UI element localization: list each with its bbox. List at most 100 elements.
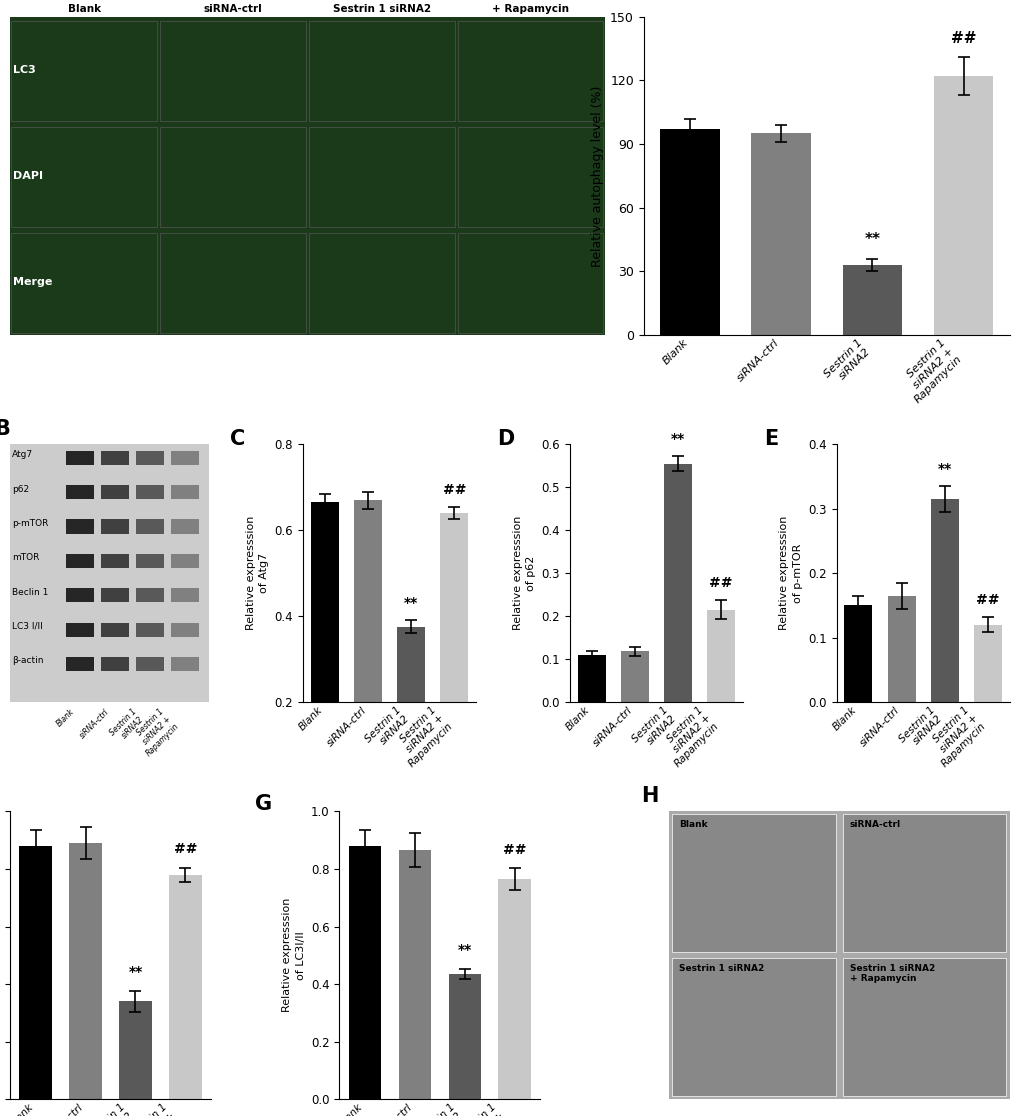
FancyBboxPatch shape <box>136 623 163 637</box>
FancyBboxPatch shape <box>170 623 199 637</box>
FancyBboxPatch shape <box>842 815 1006 952</box>
Bar <box>69 843 102 1099</box>
Text: D: D <box>496 429 514 449</box>
Bar <box>842 264 901 335</box>
Text: siRNA-ctrl: siRNA-ctrl <box>77 708 111 740</box>
Text: p-mTOR: p-mTOR <box>12 519 49 528</box>
Bar <box>396 627 425 788</box>
Bar <box>751 134 810 335</box>
Bar <box>933 76 993 335</box>
FancyBboxPatch shape <box>101 485 128 499</box>
Text: ##: ## <box>950 31 975 46</box>
Text: Sestrin 1 siRNA2
+ Rapamycin: Sestrin 1 siRNA2 + Rapamycin <box>849 964 933 983</box>
Bar <box>706 609 735 702</box>
Bar <box>19 846 52 1099</box>
Text: ##: ## <box>173 843 197 856</box>
Text: **: ** <box>671 432 685 445</box>
Text: Merge: Merge <box>13 277 53 287</box>
FancyBboxPatch shape <box>66 554 94 568</box>
Bar <box>973 625 1001 702</box>
Bar <box>663 463 691 702</box>
Text: ##: ## <box>708 576 733 590</box>
Text: Sestrin 1
siRNA2 +
Rapamycin: Sestrin 1 siRNA2 + Rapamycin <box>129 708 180 758</box>
FancyBboxPatch shape <box>170 588 199 603</box>
FancyBboxPatch shape <box>136 519 163 533</box>
FancyBboxPatch shape <box>170 485 199 499</box>
Bar <box>577 655 605 702</box>
Text: G: G <box>255 795 272 814</box>
Text: B: B <box>0 420 10 440</box>
FancyBboxPatch shape <box>101 554 128 568</box>
FancyBboxPatch shape <box>101 519 128 533</box>
FancyBboxPatch shape <box>101 623 128 637</box>
FancyBboxPatch shape <box>66 623 94 637</box>
Text: **: ** <box>128 965 143 980</box>
Text: LC3 I/II: LC3 I/II <box>12 622 43 631</box>
Y-axis label: Relative expresssion
of p62: Relative expresssion of p62 <box>513 516 535 631</box>
FancyBboxPatch shape <box>101 657 128 671</box>
Y-axis label: Relative expresssion
of p-mTOR: Relative expresssion of p-mTOR <box>779 516 802 631</box>
FancyBboxPatch shape <box>66 485 94 499</box>
Bar <box>448 974 481 1099</box>
Text: DAPI: DAPI <box>13 171 43 181</box>
Bar <box>844 605 871 702</box>
FancyBboxPatch shape <box>672 959 835 1096</box>
FancyBboxPatch shape <box>170 554 199 568</box>
Text: **: ** <box>936 462 951 475</box>
FancyBboxPatch shape <box>66 451 94 465</box>
Text: Sestrin 1 siRNA2
+ Rapamycin: Sestrin 1 siRNA2 + Rapamycin <box>481 0 580 13</box>
Text: **: ** <box>458 943 472 958</box>
Bar <box>929 499 958 702</box>
FancyBboxPatch shape <box>66 588 94 603</box>
Text: Blank: Blank <box>55 708 75 729</box>
FancyBboxPatch shape <box>136 657 163 671</box>
FancyBboxPatch shape <box>170 519 199 533</box>
FancyBboxPatch shape <box>66 657 94 671</box>
Bar <box>659 129 718 335</box>
Bar <box>169 875 202 1099</box>
Bar <box>119 1001 152 1099</box>
Bar <box>440 513 468 788</box>
FancyBboxPatch shape <box>136 451 163 465</box>
FancyBboxPatch shape <box>842 959 1006 1096</box>
Text: β-actin: β-actin <box>12 656 44 665</box>
FancyBboxPatch shape <box>170 451 199 465</box>
Y-axis label: Relative autophagy level (%): Relative autophagy level (%) <box>591 85 604 267</box>
Text: p62: p62 <box>12 484 30 493</box>
Bar <box>621 652 648 702</box>
Text: Sestrin 1
siRNA2: Sestrin 1 siRNA2 <box>108 708 146 744</box>
Text: Blank: Blank <box>68 3 101 13</box>
FancyBboxPatch shape <box>672 815 835 952</box>
FancyBboxPatch shape <box>136 554 163 568</box>
Y-axis label: Relative expresssion
of LC3I/II: Relative expresssion of LC3I/II <box>282 898 306 1012</box>
Y-axis label: Relative expresssion
of Atg7: Relative expresssion of Atg7 <box>246 516 269 631</box>
Text: mTOR: mTOR <box>12 554 40 562</box>
Bar <box>887 596 915 702</box>
FancyBboxPatch shape <box>170 657 199 671</box>
Bar <box>354 500 382 788</box>
Text: H: H <box>641 786 658 806</box>
Bar <box>398 850 431 1099</box>
Text: siRNA-ctrl: siRNA-ctrl <box>849 820 900 829</box>
Text: siRNA-ctrl: siRNA-ctrl <box>204 3 263 13</box>
FancyBboxPatch shape <box>66 519 94 533</box>
Bar <box>311 502 338 788</box>
Text: Beclin 1: Beclin 1 <box>12 587 49 597</box>
Text: Blank: Blank <box>679 820 707 829</box>
Bar <box>498 879 531 1099</box>
FancyBboxPatch shape <box>101 588 128 603</box>
Text: E: E <box>763 429 777 449</box>
Text: C: C <box>230 429 246 449</box>
FancyBboxPatch shape <box>101 451 128 465</box>
Text: Sestrin 1 siRNA2: Sestrin 1 siRNA2 <box>332 3 431 13</box>
Text: Atg7: Atg7 <box>12 450 34 459</box>
Text: **: ** <box>404 596 418 610</box>
FancyBboxPatch shape <box>136 485 163 499</box>
Text: ##: ## <box>442 483 466 497</box>
Bar <box>348 846 381 1099</box>
Text: ##: ## <box>502 843 526 857</box>
Text: LC3: LC3 <box>13 65 36 75</box>
Text: ##: ## <box>975 593 999 607</box>
Text: **: ** <box>863 232 879 248</box>
FancyBboxPatch shape <box>136 588 163 603</box>
